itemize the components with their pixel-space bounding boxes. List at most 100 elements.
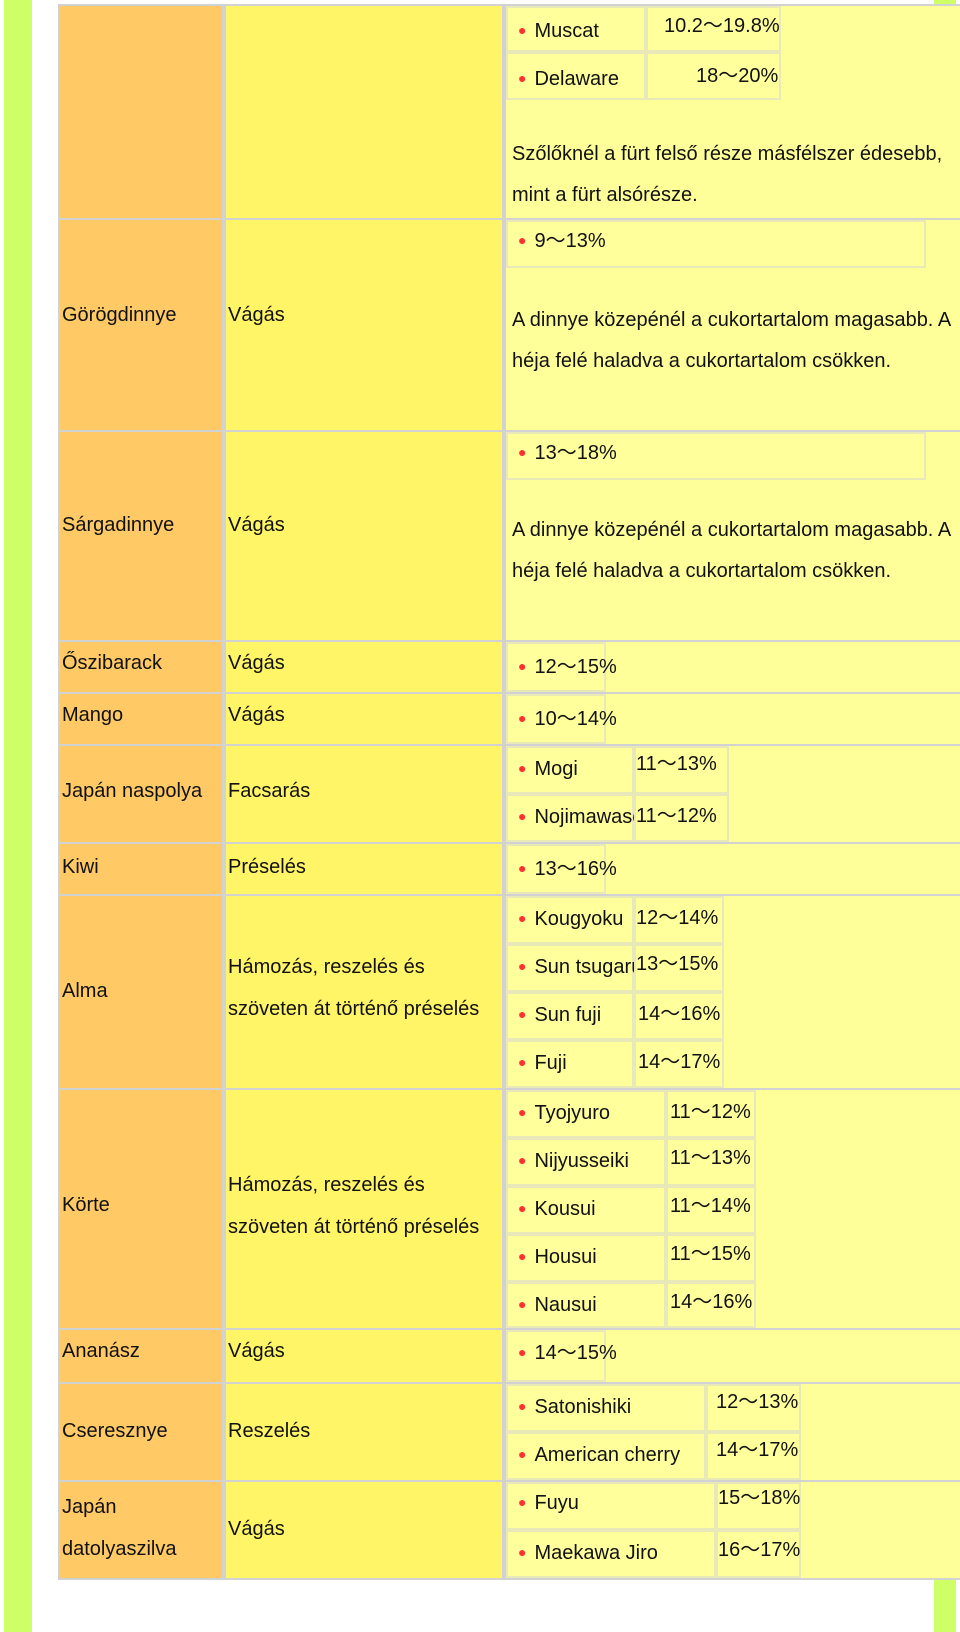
bullet-icon: ● — [518, 1054, 527, 1070]
method-cell: Reszelés — [224, 1384, 504, 1482]
fruit-cell: Kiwi — [58, 844, 224, 896]
sugar-cell: ● Mogi 11～13% ● Nojimawase 11～12% — [504, 746, 960, 844]
fruit-cell: Japán datolyaszilva — [58, 1482, 224, 1580]
table-row-gorogdinnye: Görögdinnye Vágás ● 9～13% A dinnye közepé… — [58, 220, 960, 432]
variety-cell: ● Sun tsugaru — [506, 944, 642, 992]
variety-item: ● Nausui — [518, 1294, 597, 1316]
method-name: Vágás — [228, 304, 285, 326]
bullet-icon: ● — [518, 1200, 527, 1216]
fruit-cell: Alma — [58, 896, 224, 1090]
sugar-value: 13～15% — [636, 953, 719, 975]
sugar-cell: ● Tyojyuro 11～12% ● Nijyusseiki 11～13% ● Ko… — [504, 1090, 960, 1330]
method-name: Vágás — [228, 514, 285, 536]
value-cell: 16～17% — [716, 1530, 801, 1578]
fruit-name: Japán naspolya — [62, 780, 203, 802]
value-cell: ● 10～14% — [506, 694, 617, 744]
fruit-name: Kiwi — [62, 856, 99, 878]
variety-item: ● 13～18% — [518, 442, 617, 464]
variety-cell: ● Delaware — [506, 52, 646, 100]
method-cell: Vágás — [224, 220, 504, 432]
sugar-value: 11～15% — [670, 1243, 751, 1265]
left-green-band — [4, 0, 32, 1632]
bullet-icon: ● — [518, 808, 527, 824]
bullet-icon: ● — [518, 1152, 527, 1168]
variety-item: ● Maekawa Jiro — [518, 1542, 658, 1564]
fruit-name: Ananász — [62, 1340, 140, 1362]
variety-item: ● 9～13% — [518, 230, 606, 252]
sugar-cell: ● 13～18% A dinnye közepénél a cukortartal… — [504, 432, 960, 642]
fruit-cell: Mango — [58, 694, 224, 746]
fruit-cell — [58, 4, 224, 220]
bullet-icon: ● — [518, 760, 527, 776]
value-cell: 10.2～19.8% — [646, 6, 781, 52]
variety-item: ● 10～14% — [518, 708, 617, 730]
fruit-cell: Őszibarack — [58, 642, 224, 694]
sugar-cell: ● 9～13% A dinnye közepénél a cukortartalo… — [504, 220, 960, 432]
value-cell: 14～16% — [634, 992, 724, 1040]
note-text: A dinnye közepénél a cukortartalom magas… — [512, 309, 951, 372]
method-name: Vágás — [228, 652, 285, 674]
method-cell: Vágás — [224, 1482, 504, 1580]
sugar-value: 12～14% — [636, 907, 719, 929]
value-cell: 14～17% — [634, 1040, 724, 1088]
sugar-value: 11～13% — [636, 753, 717, 775]
sugar-value: 11～12% — [636, 805, 717, 827]
value-cell: 12～13% — [706, 1384, 801, 1432]
sugar-value: 11～13% — [670, 1147, 751, 1169]
method-cell: Hámozás, reszelés és szöveten át történő… — [224, 896, 504, 1090]
sugar-value: 14～17% — [638, 1051, 721, 1073]
variety-cell: ● Tyojyuro — [506, 1090, 666, 1138]
bullet-icon: ● — [518, 1296, 527, 1312]
variety-item: ● Delaware — [518, 68, 619, 90]
fruit-cell: Ananász — [58, 1330, 224, 1384]
sugar-value: 14～16% — [670, 1291, 753, 1313]
variety-item: ● Tyojyuro — [518, 1102, 611, 1124]
sugar-cell: ● 10～14% — [504, 694, 960, 746]
value-cell: 15～18% — [716, 1482, 801, 1530]
bullet-icon: ● — [518, 1398, 527, 1414]
variety-item: ● Kougyoku — [518, 908, 624, 930]
table-row-ananasz: Ananász Vágás ● 14～15% — [58, 1330, 960, 1384]
table-row-japan-datolyaszilva: Japán datolyaszilva Vágás ● Fuyu 15～18% ●… — [58, 1482, 960, 1580]
method-cell: Préselés — [224, 844, 504, 896]
bullet-icon: ● — [518, 444, 527, 460]
variety-cell: ● Sun fuji — [506, 992, 634, 1040]
bullet-icon: ● — [518, 910, 527, 926]
method-cell: Facsarás — [224, 746, 504, 844]
sugar-value: 10.2～19.8% — [664, 15, 780, 37]
method-name: Vágás — [228, 1518, 285, 1540]
variety-cell: ● Nausui — [506, 1282, 666, 1328]
variety-cell: ● Nijyusseiki — [506, 1138, 666, 1186]
variety-cell: ● Satonishiki — [506, 1384, 706, 1432]
left-margin — [32, 0, 58, 1632]
variety-cell: ● Mogi — [506, 746, 634, 794]
bullet-icon: ● — [518, 710, 527, 726]
sugar-value: 14～16% — [638, 1003, 721, 1025]
bullet-icon: ● — [518, 1446, 527, 1462]
method-name: Vágás — [228, 1340, 285, 1362]
value-cell: 14～17% — [706, 1432, 801, 1480]
fruit-name: Alma — [62, 980, 108, 1002]
method-name-line-2: szöveten át történő préselés — [228, 998, 480, 1020]
method-name-line-2: szöveten át történő préselés — [228, 1216, 480, 1238]
variety-item: ● 13～16% — [518, 858, 617, 880]
value-cell: ● 14～15% — [506, 1330, 617, 1382]
value-cell: ● 12～15% — [506, 642, 617, 692]
method-cell — [224, 4, 504, 220]
fruit-name: Mango — [62, 704, 124, 726]
table-row-alma: Alma Hámozás, reszelés és szöveten át tö… — [58, 896, 960, 1090]
method-name-line-1: Hámozás, reszelés és — [228, 1174, 425, 1196]
variety-item: ● 14～15% — [518, 1342, 617, 1364]
variety-item: ● American cherry — [518, 1444, 681, 1466]
bullet-icon: ● — [518, 1494, 527, 1510]
method-name: Préselés — [228, 856, 306, 878]
sugar-value: 11～14% — [670, 1195, 751, 1217]
variety-cell: ● Kougyoku — [506, 896, 634, 944]
variety-item: ● Kousui — [518, 1198, 596, 1220]
value-cell: ● 9～13% — [506, 220, 926, 268]
sugar-cell: ● 14～15% — [504, 1330, 960, 1384]
sugar-cell: ● 12～15% — [504, 642, 960, 694]
variety-cell: ● Nojimawase — [506, 794, 643, 842]
bullet-icon: ● — [518, 1104, 527, 1120]
sugar-cell: ● 13～16% — [504, 844, 960, 896]
